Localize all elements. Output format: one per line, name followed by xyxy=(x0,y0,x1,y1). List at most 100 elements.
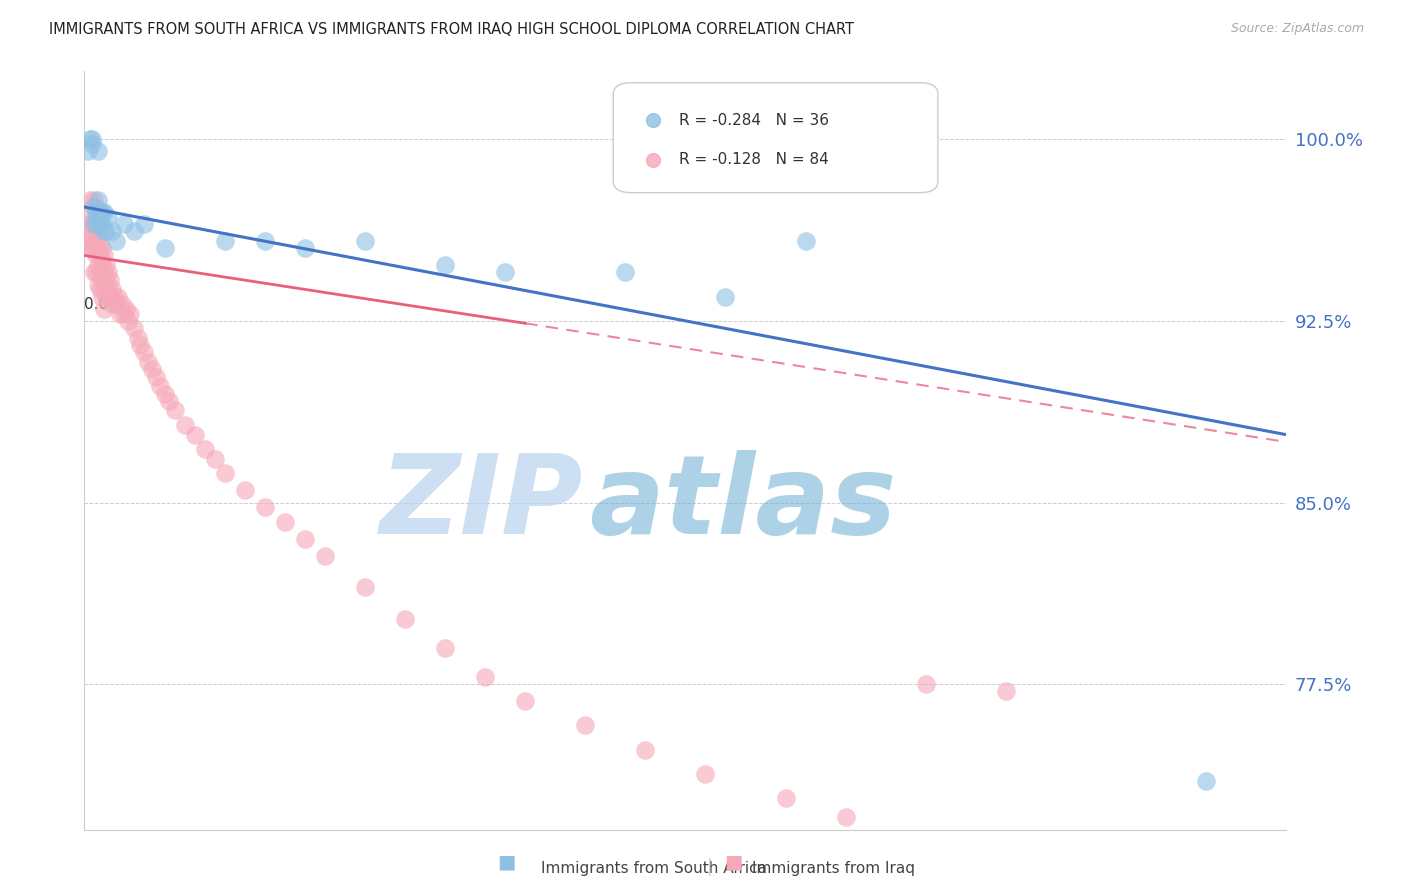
Point xyxy=(204,452,226,467)
Point xyxy=(115,301,138,316)
Point xyxy=(87,224,110,238)
Point xyxy=(474,670,496,684)
Point xyxy=(89,282,111,296)
Point xyxy=(79,241,101,255)
Point xyxy=(163,403,186,417)
Point xyxy=(91,290,114,304)
Point xyxy=(114,307,135,321)
FancyBboxPatch shape xyxy=(613,83,938,193)
Point xyxy=(129,338,152,352)
Point xyxy=(89,265,111,279)
Point xyxy=(574,718,596,732)
Point xyxy=(107,290,129,304)
Point xyxy=(995,684,1018,698)
Point xyxy=(157,393,180,408)
Point xyxy=(86,205,108,219)
Point xyxy=(83,217,105,231)
Text: R = -0.284   N = 36: R = -0.284 N = 36 xyxy=(679,112,830,128)
Point xyxy=(91,258,114,272)
Point xyxy=(127,331,149,345)
Point xyxy=(82,132,104,146)
Text: 0.0%: 0.0% xyxy=(84,296,124,311)
Point xyxy=(100,290,122,304)
Point xyxy=(83,217,105,231)
Point xyxy=(100,273,122,287)
Point xyxy=(96,273,118,287)
Point xyxy=(434,258,457,272)
Point xyxy=(86,248,108,262)
Point xyxy=(91,217,114,231)
Point xyxy=(97,210,120,224)
Point xyxy=(87,145,110,159)
Point xyxy=(87,217,110,231)
Point xyxy=(93,205,115,219)
Point xyxy=(153,386,176,401)
Point xyxy=(134,217,156,231)
Point xyxy=(77,205,100,219)
Text: atlas: atlas xyxy=(589,450,897,557)
Point xyxy=(1021,414,1043,428)
Point xyxy=(89,205,111,219)
Point xyxy=(83,265,105,279)
Point xyxy=(97,265,120,279)
Point xyxy=(96,290,118,304)
Point xyxy=(87,258,110,272)
Point xyxy=(183,427,205,442)
Text: |: | xyxy=(707,858,713,876)
Point xyxy=(114,217,135,231)
Point xyxy=(274,515,297,529)
Point xyxy=(101,224,124,238)
Text: Source: ZipAtlas.com: Source: ZipAtlas.com xyxy=(1230,22,1364,36)
Point xyxy=(117,314,139,328)
Point xyxy=(93,248,115,262)
Point xyxy=(714,290,737,304)
Point xyxy=(89,234,111,248)
Text: R = -0.128   N = 84: R = -0.128 N = 84 xyxy=(679,152,830,167)
Point xyxy=(93,282,115,296)
Point xyxy=(214,234,236,248)
Point xyxy=(97,282,120,296)
Point xyxy=(794,234,817,248)
Point xyxy=(77,145,100,159)
Point xyxy=(153,241,176,255)
Point xyxy=(394,612,416,626)
Point xyxy=(110,307,132,321)
Point xyxy=(915,677,938,691)
Point xyxy=(124,321,146,335)
Point xyxy=(214,467,236,481)
Point xyxy=(77,217,100,231)
Point xyxy=(354,580,377,594)
Point xyxy=(101,297,124,311)
Point xyxy=(86,234,108,248)
Point xyxy=(79,132,101,146)
Point xyxy=(82,229,104,244)
Point xyxy=(233,483,256,498)
Text: ■: ■ xyxy=(496,853,516,871)
Point xyxy=(91,205,114,219)
Point xyxy=(89,205,111,219)
Point xyxy=(83,200,105,214)
Point xyxy=(82,217,104,231)
Text: Immigrants from Iraq: Immigrants from Iraq xyxy=(752,861,915,876)
Point xyxy=(87,193,110,207)
Point xyxy=(79,193,101,207)
Text: Immigrants from South Africa: Immigrants from South Africa xyxy=(541,861,768,876)
Text: ■: ■ xyxy=(724,853,742,871)
Point xyxy=(93,265,115,279)
Point xyxy=(96,258,118,272)
Point xyxy=(145,369,167,384)
Point xyxy=(101,282,124,296)
Point xyxy=(86,210,108,224)
Point xyxy=(91,273,114,287)
Point xyxy=(83,241,105,255)
Point xyxy=(82,136,104,151)
Point xyxy=(111,297,134,311)
Point xyxy=(149,379,172,393)
Point xyxy=(294,532,316,546)
Point xyxy=(515,694,537,708)
Point xyxy=(82,241,104,255)
Point xyxy=(87,277,110,292)
Point xyxy=(105,297,128,311)
Point xyxy=(105,234,128,248)
Point xyxy=(103,290,125,304)
